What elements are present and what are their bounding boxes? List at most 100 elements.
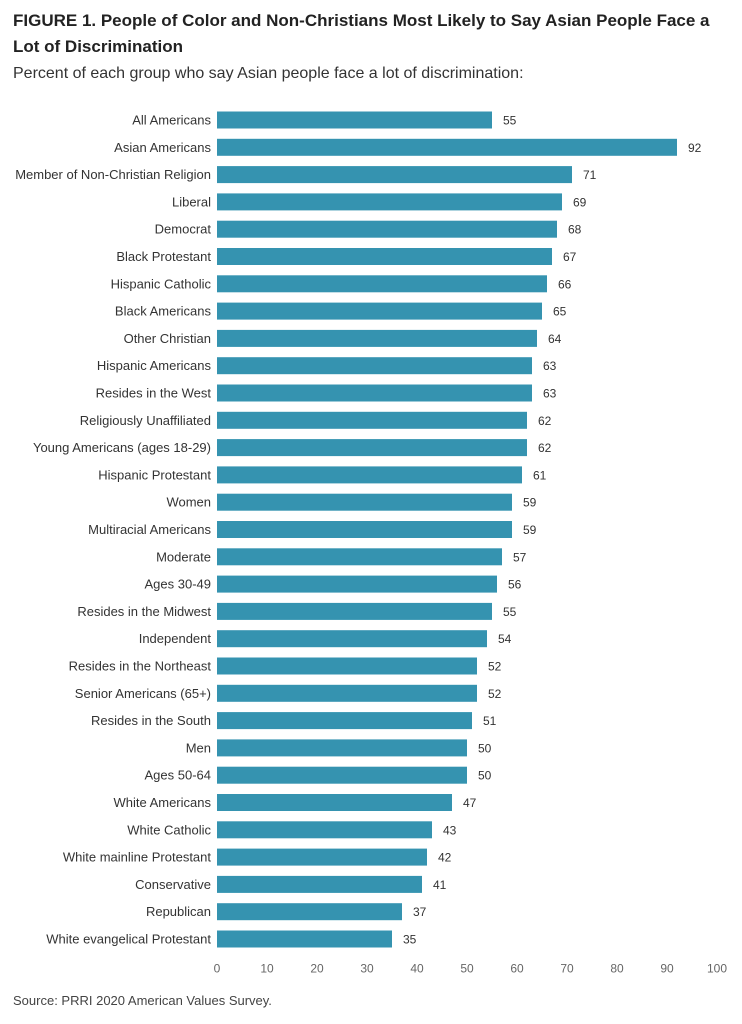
- data-label: 61: [533, 468, 547, 482]
- data-label: 43: [443, 823, 457, 837]
- category-label: Men: [186, 740, 211, 755]
- bar: [217, 111, 492, 129]
- data-label: 69: [573, 195, 587, 209]
- bar: [217, 138, 677, 156]
- data-label: 92: [688, 141, 702, 155]
- data-label: 37: [413, 905, 427, 919]
- x-tick-label: 20: [310, 962, 324, 976]
- category-label: Hispanic Protestant: [98, 467, 211, 482]
- data-label: 35: [403, 933, 417, 947]
- bar: [217, 466, 522, 484]
- bar: [217, 329, 537, 347]
- category-label: Resides in the Northeast: [69, 659, 212, 674]
- category-label: Liberal: [172, 194, 211, 209]
- data-label: 52: [488, 660, 502, 674]
- category-label: Member of Non-Christian Religion: [15, 167, 211, 182]
- bar: [217, 712, 472, 730]
- bar-chart: All Americans 55 Asian Americans 92 Member o…: [15, 111, 727, 976]
- category-label: Republican: [146, 904, 211, 919]
- bar: [217, 439, 527, 457]
- category-label: Black Americans: [115, 304, 212, 319]
- category-label: Resides in the West: [96, 386, 212, 401]
- category-label: Ages 30-49: [145, 577, 212, 592]
- bar: [217, 302, 542, 320]
- bar: [217, 875, 422, 893]
- bar: [217, 630, 487, 648]
- bar: [217, 766, 467, 784]
- data-label: 57: [513, 550, 527, 564]
- bar: [217, 411, 527, 429]
- data-label: 47: [463, 796, 477, 810]
- x-tick-label: 50: [460, 962, 474, 976]
- x-tick-label: 30: [360, 962, 374, 976]
- category-label: Other Christian: [124, 331, 211, 346]
- data-label: 64: [548, 332, 562, 346]
- data-label: 59: [523, 496, 537, 510]
- bar: [217, 903, 402, 921]
- bar: [217, 357, 532, 375]
- category-label: Young Americans (ages 18-29): [33, 440, 211, 455]
- data-label: 54: [498, 632, 512, 646]
- category-label: Democrat: [155, 222, 212, 237]
- data-label: 65: [553, 305, 567, 319]
- bar: [217, 794, 452, 811]
- data-label: 67: [563, 250, 577, 264]
- data-label: 55: [503, 114, 517, 128]
- data-label: 50: [478, 741, 492, 755]
- x-tick-label: 10: [260, 962, 274, 976]
- category-label: Asian Americans: [114, 140, 211, 155]
- data-label: 62: [538, 414, 552, 428]
- data-label: 52: [488, 687, 502, 701]
- category-label: White mainline Protestant: [63, 850, 212, 865]
- bar: [217, 493, 512, 511]
- x-tick-label: 60: [510, 962, 524, 976]
- category-label: Ages 50-64: [145, 768, 212, 783]
- category-label: Hispanic Catholic: [111, 276, 212, 291]
- data-label: 50: [478, 769, 492, 783]
- bar: [217, 166, 572, 184]
- chart-subtitle: Percent of each group who say Asian peop…: [13, 65, 524, 82]
- data-label: 55: [503, 605, 517, 619]
- category-label: Multiracial Americans: [88, 522, 211, 537]
- bar: [217, 193, 562, 211]
- bar: [217, 602, 492, 620]
- data-label: 41: [433, 878, 447, 892]
- bar: [217, 248, 552, 265]
- category-label: Independent: [139, 631, 212, 646]
- x-tick-label: 40: [410, 962, 424, 976]
- x-tick-label: 0: [214, 962, 221, 976]
- data-label: 63: [543, 359, 557, 373]
- data-label: 63: [543, 387, 557, 401]
- bar: [217, 821, 432, 839]
- category-label: Religiously Unaffiliated: [80, 413, 211, 428]
- bar: [217, 220, 557, 238]
- category-label: White evangelical Protestant: [46, 932, 211, 947]
- chart-title: FIGURE 1. People of Color and Non-Christ…: [13, 11, 710, 56]
- category-label: Senior Americans (65+): [75, 686, 211, 701]
- x-tick-label: 70: [560, 962, 574, 976]
- data-label: 56: [508, 578, 522, 592]
- category-label: Hispanic Americans: [97, 358, 212, 373]
- source-note: Source: PRRI 2020 American Values Survey…: [13, 993, 272, 1008]
- bar: [217, 548, 502, 566]
- category-label: Women: [166, 495, 211, 510]
- data-label: 51: [483, 714, 497, 728]
- x-tick-label: 100: [707, 962, 727, 976]
- bar: [217, 575, 497, 593]
- category-label: White Americans: [113, 795, 211, 810]
- category-label: Black Protestant: [116, 249, 211, 264]
- bar: [217, 384, 532, 402]
- data-label: 42: [438, 851, 452, 865]
- bar: [217, 275, 547, 293]
- category-label: White Catholic: [127, 822, 211, 837]
- bar: [217, 521, 512, 538]
- category-label: Moderate: [156, 549, 211, 564]
- bar: [217, 657, 477, 675]
- x-tick-label: 80: [610, 962, 624, 976]
- data-label: 59: [523, 523, 537, 537]
- data-label: 68: [568, 223, 582, 237]
- bar: [217, 930, 392, 948]
- category-label: All Americans: [132, 113, 211, 128]
- category-label: Conservative: [135, 877, 211, 892]
- bar: [217, 848, 427, 866]
